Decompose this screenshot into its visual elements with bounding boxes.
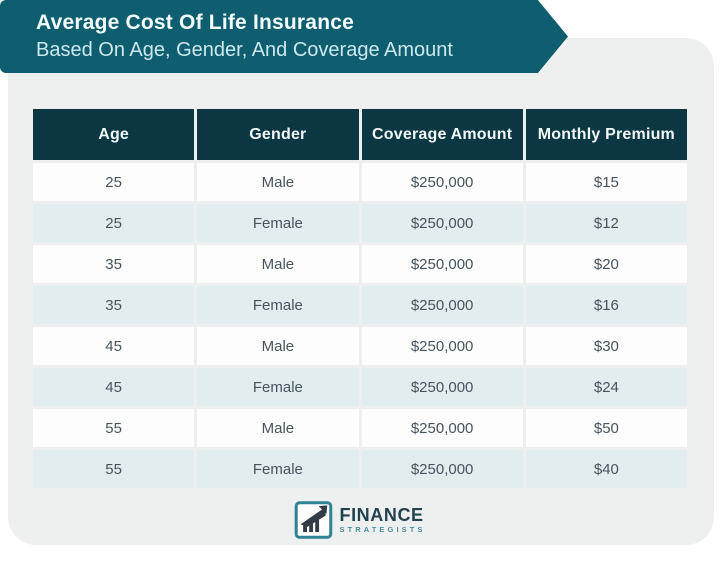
table-cell: Male — [197, 163, 359, 201]
brand-wordmark: FINANCE STRATEGISTS — [339, 505, 426, 535]
table-cell: Female — [197, 450, 359, 488]
table-cell: $16 — [525, 286, 687, 324]
table-cell: $250,000 — [361, 204, 523, 242]
page-subtitle: Based On Age, Gender, And Coverage Amoun… — [36, 39, 453, 61]
table-cell: $250,000 — [361, 245, 523, 283]
table-cell: Male — [197, 245, 359, 283]
insurance-cost-table: Age Gender Coverage Amount Monthly Premi… — [33, 109, 687, 488]
table-cell: $24 — [525, 368, 687, 406]
table-cell: $250,000 — [361, 450, 523, 488]
table-cell: Female — [197, 368, 359, 406]
table-cell: $50 — [525, 409, 687, 447]
table-cell: 25 — [33, 204, 195, 242]
table-cell: $250,000 — [361, 163, 523, 201]
table-cell: $15 — [525, 163, 687, 201]
table-cell: 25 — [33, 163, 195, 201]
table-cell: 45 — [33, 327, 195, 365]
table-cell: $250,000 — [361, 409, 523, 447]
table-cell: 55 — [33, 409, 195, 447]
table-cell: Female — [197, 204, 359, 242]
table-cell: $12 — [525, 204, 687, 242]
table-cell: 35 — [33, 245, 195, 283]
table-cell: 55 — [33, 450, 195, 488]
table-cell: 35 — [33, 286, 195, 324]
column-header-premium: Monthly Premium — [525, 109, 687, 160]
table-cell: $40 — [525, 450, 687, 488]
table-cell: $250,000 — [361, 286, 523, 324]
table-cell: Male — [197, 409, 359, 447]
table-cell: $20 — [525, 245, 687, 283]
table-cell: $30 — [525, 327, 687, 365]
table-cell: $250,000 — [361, 327, 523, 365]
brand-tagline: STRATEGISTS — [339, 525, 426, 534]
table-cell: Male — [197, 327, 359, 365]
table-cell: Female — [197, 286, 359, 324]
column-header-coverage: Coverage Amount — [361, 109, 523, 160]
page-title: Average Cost Of Life Insurance — [36, 11, 354, 34]
finance-strategists-logo: FINANCE STRATEGISTS — [294, 501, 425, 539]
title-banner: Average Cost Of Life Insurance Based On … — [0, 0, 568, 73]
finance-strategists-logo-icon — [294, 501, 333, 539]
brand-name: FINANCE — [339, 505, 424, 525]
column-header-gender: Gender — [197, 109, 359, 160]
column-header-age: Age — [33, 109, 195, 160]
table-cell: 45 — [33, 368, 195, 406]
table-cell: $250,000 — [361, 368, 523, 406]
